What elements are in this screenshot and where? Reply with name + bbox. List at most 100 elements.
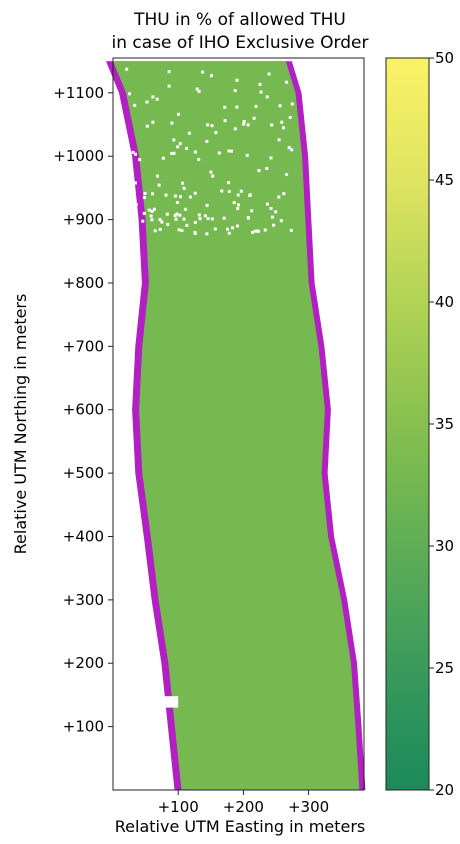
no-data-cell [233, 127, 237, 131]
no-data-cell [193, 150, 197, 154]
no-data-cell [282, 126, 285, 130]
no-data-cell [150, 218, 154, 222]
no-data-cell [285, 173, 289, 177]
no-data-cell [138, 158, 142, 162]
no-data-cell [133, 103, 137, 107]
no-data-cell [182, 217, 186, 221]
no-data-patch [159, 696, 179, 708]
no-data-cell [167, 70, 171, 74]
no-data-cell [167, 84, 171, 88]
no-data-cell [143, 191, 147, 195]
no-data-cell [274, 210, 278, 214]
no-data-cell [180, 229, 184, 233]
x-axis: +100 +200 +300 [158, 790, 329, 816]
no-data-cell [246, 216, 250, 220]
no-data-cell [254, 104, 258, 108]
no-data-cell [236, 224, 239, 228]
no-data-cell [248, 193, 252, 197]
y-tick-label: +1000 [53, 147, 104, 165]
no-data-cell [170, 121, 174, 125]
no-data-cell [127, 177, 131, 181]
colorbar-tick-label: 20 [435, 781, 454, 799]
no-data-cell [141, 219, 145, 223]
no-data-cell [237, 203, 240, 207]
no-data-cell [242, 122, 246, 126]
no-data-cell [223, 105, 227, 109]
no-data-cell [145, 124, 149, 128]
no-data-cell [210, 217, 214, 221]
no-data-cell [222, 216, 226, 220]
no-data-cell [125, 67, 129, 71]
no-data-cell [252, 116, 256, 120]
no-data-cell [134, 203, 138, 207]
no-data-cell [178, 213, 182, 217]
no-data-cell [142, 211, 146, 215]
no-data-cell [214, 131, 218, 135]
no-data-cell [158, 218, 162, 222]
no-data-cell [188, 195, 192, 199]
no-data-cell [226, 227, 229, 231]
no-data-cell [265, 167, 269, 170]
no-data-cell [258, 82, 262, 86]
no-data-cell [203, 214, 207, 218]
y-tick-label: +600 [63, 401, 104, 419]
no-data-cell [217, 151, 221, 155]
no-data-cell [287, 146, 291, 150]
no-data-cell [223, 119, 227, 123]
colorbar-tick-label: 30 [435, 537, 454, 555]
no-data-cell [213, 227, 217, 231]
no-data-cell [227, 149, 231, 153]
no-data-cell [125, 215, 129, 219]
no-data-cell [251, 230, 254, 234]
no-data-patch [149, 691, 155, 695]
survey-strip [113, 61, 360, 790]
no-data-cell [239, 189, 243, 193]
no-data-cell [157, 183, 161, 187]
no-data-cell [178, 142, 182, 146]
no-data-cell [173, 214, 177, 217]
no-data-cell [250, 209, 254, 213]
no-data-cell [227, 231, 231, 235]
no-data-cell [181, 181, 185, 185]
no-data-cell [253, 229, 257, 233]
no-data-cell [176, 145, 180, 149]
no-data-cell [182, 186, 186, 190]
no-data-cell [209, 170, 213, 174]
y-tick-label: +800 [63, 274, 104, 292]
no-data-cell [231, 226, 235, 230]
no-data-cell [164, 193, 168, 197]
no-data-cell [257, 169, 261, 173]
no-data-cell [246, 123, 250, 127]
no-data-cell [211, 174, 215, 178]
no-data-cell [205, 139, 209, 143]
no-data-cell [290, 148, 294, 152]
x-tick-label: +100 [158, 798, 199, 816]
no-data-cell [257, 229, 260, 233]
no-data-cell [265, 202, 269, 206]
no-data-cell [165, 212, 169, 216]
no-data-cell [288, 116, 292, 119]
no-data-cell [289, 228, 293, 232]
x-axis-label: Relative UTM Easting in meters [115, 817, 365, 836]
y-tick-label: +900 [63, 211, 104, 229]
no-data-cell [270, 215, 274, 219]
x-tick-label: +200 [223, 798, 264, 816]
chart-subtitle: in case of IHO Exclusive Order [112, 33, 369, 53]
no-data-cell [198, 217, 202, 221]
no-data-cell [173, 194, 177, 198]
no-data-cell [210, 74, 213, 78]
no-data-cell [131, 150, 135, 154]
no-data-cell [151, 120, 155, 124]
no-data-cell [285, 80, 289, 84]
no-data-cell [177, 112, 180, 116]
heatmap-layer [106, 61, 366, 790]
no-data-cell [277, 138, 281, 142]
no-data-cell [185, 223, 189, 227]
no-data-cell [220, 189, 224, 193]
no-data-cell [280, 120, 284, 124]
colorbar [385, 57, 430, 791]
no-data-cell [272, 223, 276, 227]
no-data-cell [290, 102, 294, 106]
no-data-cell [193, 231, 197, 235]
no-data-cell [151, 95, 155, 99]
